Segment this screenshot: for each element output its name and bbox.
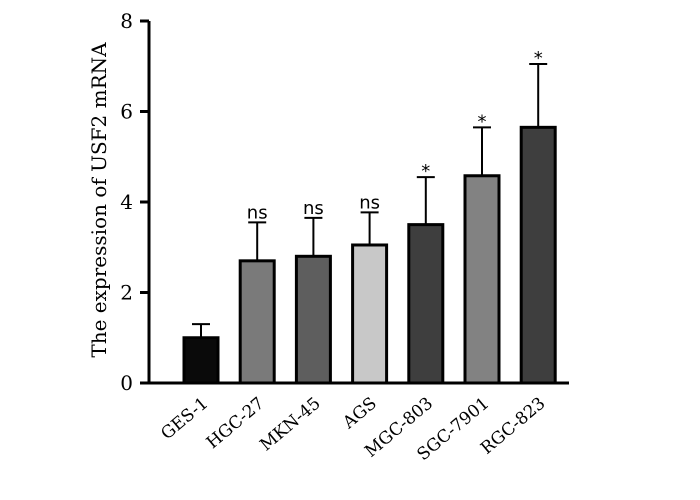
y-tick-label: 8 [120,9,133,33]
y-tick-label: 4 [120,190,133,214]
y-axis-label: The expression of USF2 mRNA [87,42,111,358]
bars [182,125,557,385]
bar-sgc-7901 [463,174,501,385]
x-tick-label: AGS [338,394,380,434]
error-bars [192,62,548,338]
bar-mgc-803 [407,223,445,385]
significance-label: ns [247,202,268,223]
y-axis-ticks: 0 2 4 6 8 [120,9,149,395]
x-tick-label: MKN-45 [256,394,324,456]
y-tick-label: 6 [120,100,133,124]
bar-ges-1 [182,336,220,385]
significance-label: * [421,161,430,182]
bar-ags [351,243,389,385]
significance-label: ns [303,198,324,219]
significance-label: * [534,48,543,69]
bar-hgc-27 [238,259,276,385]
significance-label: * [478,111,487,132]
y-tick-label: 2 [120,281,133,305]
significance-label: ns [359,192,380,213]
y-tick-label: 0 [120,371,133,395]
bar-mkn-45 [294,254,332,385]
bar-rgc-823 [519,125,557,385]
significance-labels: ns ns ns * * * [247,48,543,223]
